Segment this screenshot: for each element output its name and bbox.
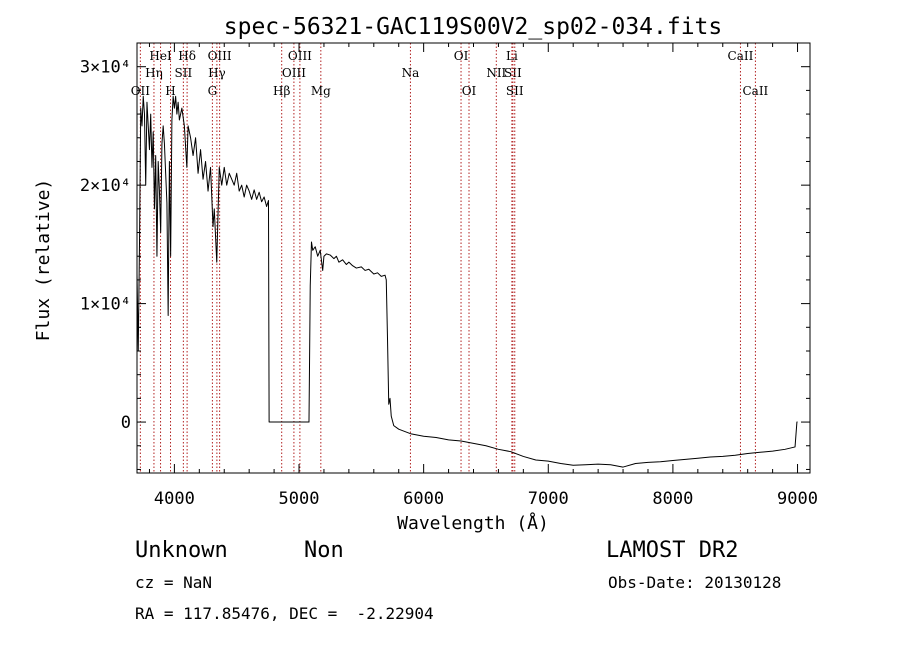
- spectrum-line-0: [136, 95, 798, 468]
- marker-label-5: Hδ: [178, 49, 196, 63]
- marker-label-21: CaII: [742, 84, 768, 98]
- y-tick-label-3: 3×10⁴: [80, 58, 131, 78]
- marker-label-13: Na: [402, 66, 420, 80]
- marker-label-12: Mg: [311, 84, 331, 98]
- y-tick-label-0: 0: [121, 413, 131, 433]
- x-axis-label: Wavelength (Å): [397, 512, 549, 534]
- coordinates-text: RA = 117.85476, DEC = -2.22904: [135, 604, 434, 623]
- x-tick-label-5: 9000: [777, 489, 818, 509]
- spectrum-series: [136, 95, 798, 468]
- x-tick-label-1: 5000: [279, 489, 320, 509]
- marker-label-7: Hγ: [208, 66, 226, 80]
- survey-name: LAMOST DR2: [606, 538, 739, 563]
- marker-label-2: HeI: [149, 49, 172, 63]
- y-axis-label: Flux (relative): [33, 179, 54, 342]
- y-tick-label-2: 2×10⁴: [80, 176, 131, 196]
- observation-date: Obs-Date: 20130128: [608, 573, 782, 592]
- chart-title: spec-56321-GAC119S00V2_sp02-034.fits: [224, 14, 723, 40]
- y-tick-label-1: 1×10⁴: [80, 295, 131, 315]
- marker-label-11: OIII: [288, 49, 312, 63]
- marker-label-20: CaII: [728, 49, 754, 63]
- y-axis: 0 1×10⁴ 2×10⁴ 3×10⁴: [80, 42, 810, 470]
- marker-label-17: Li: [506, 49, 518, 63]
- object-subclass: Non: [304, 538, 344, 563]
- marker-label-16: NII: [486, 66, 506, 80]
- marker-label-4: SII: [175, 66, 193, 80]
- object-class: Unknown: [135, 538, 228, 563]
- x-tick-label-0: 4000: [154, 489, 195, 509]
- redshift-text: cz = NaN: [135, 573, 213, 592]
- marker-label-10: OIII: [282, 66, 306, 80]
- emission-line-markers: OIIHηHeIHSIIHδGHγOIIIHβOIIIOIIIMgNaOIOIN…: [131, 43, 769, 473]
- x-tick-label-4: 8000: [652, 489, 693, 509]
- marker-label-6: G: [208, 84, 218, 98]
- x-tick-label-2: 6000: [403, 489, 444, 509]
- x-tick-label-3: 7000: [528, 489, 569, 509]
- marker-label-1: Hη: [145, 66, 163, 80]
- marker-label-18: SII: [504, 66, 522, 80]
- marker-label-14: OI: [454, 49, 469, 63]
- marker-label-15: OI: [462, 84, 477, 98]
- marker-label-19: SII: [506, 84, 524, 98]
- marker-label-8: OIII: [208, 49, 232, 63]
- x-axis: 4000 5000 6000 7000 8000 9000: [148, 43, 818, 509]
- marker-label-0: OII: [131, 84, 151, 98]
- marker-label-9: Hβ: [273, 84, 290, 98]
- plot-frame: [136, 42, 811, 474]
- marker-label-3: H: [165, 84, 175, 98]
